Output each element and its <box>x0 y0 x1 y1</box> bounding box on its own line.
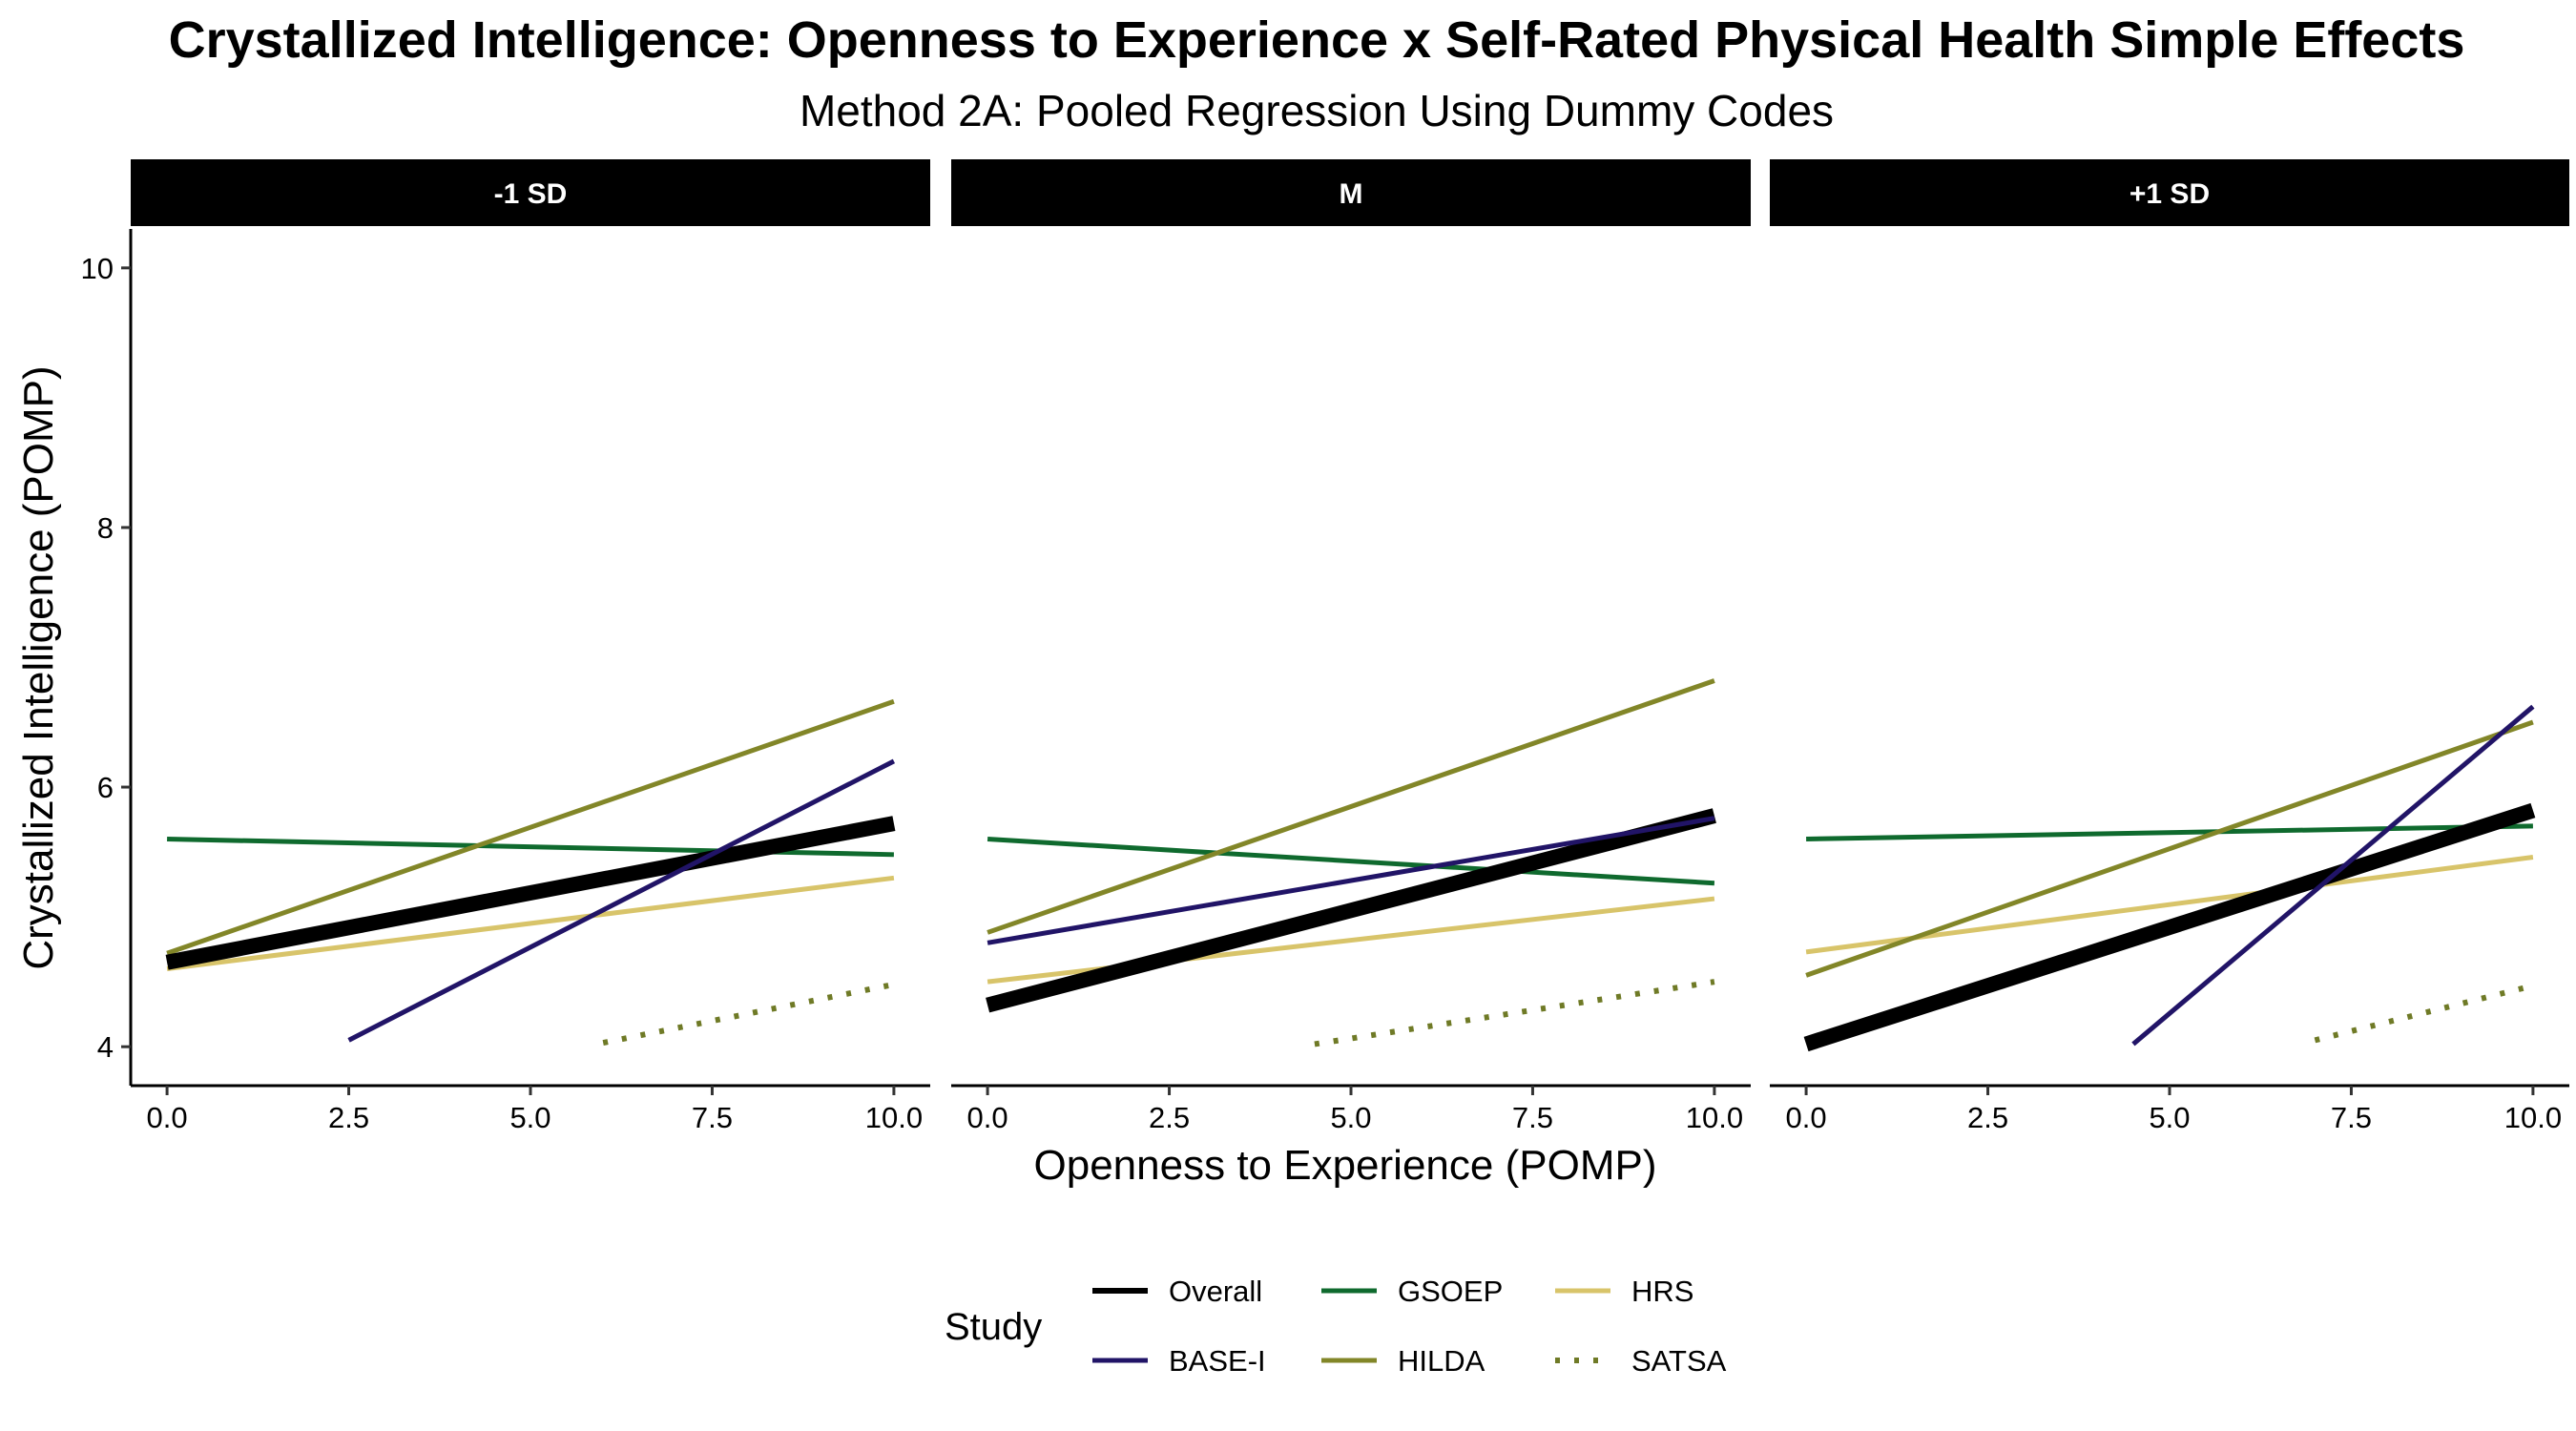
facet-strip <box>131 159 930 226</box>
series-line-overall <box>165 816 896 970</box>
legend-label: Overall <box>1169 1275 1262 1308</box>
legend-item-hilda: HILDA <box>1321 1344 1485 1378</box>
chart-subtitle: Method 2A: Pooled Regression Using Dummy… <box>800 86 1834 135</box>
series-line-hilda <box>987 678 1715 935</box>
x-tick-label: 0.0 <box>1786 1101 1827 1134</box>
panel-plus1-sd: +1 SD 0.0 2.5 5.0 7.5 10.0 <box>1770 159 2569 1134</box>
x-axis-title: Openness to Experience (POMP) <box>1034 1142 1657 1189</box>
series-line-hrs <box>166 875 895 972</box>
facet-strip-label: M <box>1340 178 1363 210</box>
x-tick-label: 10.0 <box>1686 1101 1743 1134</box>
series-line-satsa <box>1314 979 1715 1047</box>
y-tick-label: 10 <box>81 252 114 285</box>
panel-m: M 0.0 2.5 5.0 7.5 10.0 <box>951 159 1751 1134</box>
series-line-baseminusi <box>2131 704 2535 1047</box>
facet-strip <box>951 159 1751 226</box>
x-tick-label: 10.0 <box>2504 1101 2562 1134</box>
panel-minus1-sd: -1 SD 4 6 8 10 0.0 2.5 5.0 7.5 10.0 <box>81 159 930 1134</box>
facet-strip-label: +1 SD <box>2129 178 2210 210</box>
series-line-gsoep <box>1806 823 2533 841</box>
x-tick-label: 7.5 <box>692 1101 733 1134</box>
y-axis-title: Crystallized Intelligence (POMP) <box>15 365 62 969</box>
series-line-satsa <box>602 981 895 1047</box>
x-tick-label: 5.0 <box>1330 1101 1371 1134</box>
legend-title: Study <box>945 1306 1042 1348</box>
x-tick-label: 2.5 <box>1967 1101 2008 1134</box>
x-tick-label: 2.5 <box>328 1101 369 1134</box>
x-tick-label: 5.0 <box>509 1101 551 1134</box>
legend-item-hrs: HRS <box>1555 1275 1693 1308</box>
y-tick-label: 6 <box>97 771 114 804</box>
legend-label: BASE-I <box>1169 1344 1266 1378</box>
legend-item-satsa: SATSA <box>1555 1344 1727 1378</box>
x-tick-label: 7.5 <box>2331 1101 2372 1134</box>
x-tick-label: 7.5 <box>1512 1101 1553 1134</box>
series-line-gsoep <box>987 836 1715 886</box>
x-tick-label: 2.5 <box>1149 1101 1190 1134</box>
legend-item-gsoep: GSOEP <box>1321 1275 1503 1308</box>
legend-item-baseminusi: BASE-I <box>1092 1344 1266 1378</box>
legend: Study Overall BASE-I GSOEP HILDA HRS SATSA <box>945 1275 1727 1378</box>
series-line-hilda <box>1805 719 2534 978</box>
legend-item-overall: Overall <box>1092 1275 1262 1308</box>
y-tick-label: 8 <box>97 511 114 545</box>
series-line-satsa <box>2314 983 2534 1044</box>
x-tick-label: 10.0 <box>865 1101 923 1134</box>
facet-strip-label: -1 SD <box>494 178 568 210</box>
series-line-hilda <box>166 698 895 956</box>
legend-label: HILDA <box>1398 1344 1485 1378</box>
x-tick-label: 0.0 <box>147 1101 188 1134</box>
legend-label: GSOEP <box>1398 1275 1503 1308</box>
series-line-overall <box>986 808 1716 1013</box>
y-tick-label: 4 <box>97 1030 114 1064</box>
facet-strip <box>1770 159 2569 226</box>
series-line-baseminusi <box>987 816 1715 945</box>
x-tick-label: 5.0 <box>2149 1101 2190 1134</box>
series-line-baseminusi <box>347 758 896 1043</box>
legend-label: HRS <box>1631 1275 1693 1308</box>
series-line-overall <box>1803 802 2536 1052</box>
series-line-hrs <box>1805 855 2534 955</box>
legend-label: SATSA <box>1631 1344 1727 1378</box>
x-tick-label: 0.0 <box>967 1101 1008 1134</box>
chart-title: Crystallized Intelligence: Openness to E… <box>169 11 2465 69</box>
facet-panels: -1 SD 4 6 8 10 0.0 2.5 5.0 7.5 10.0 M 0.0 2.5 5.0 7.5 1… <box>81 159 2569 1134</box>
